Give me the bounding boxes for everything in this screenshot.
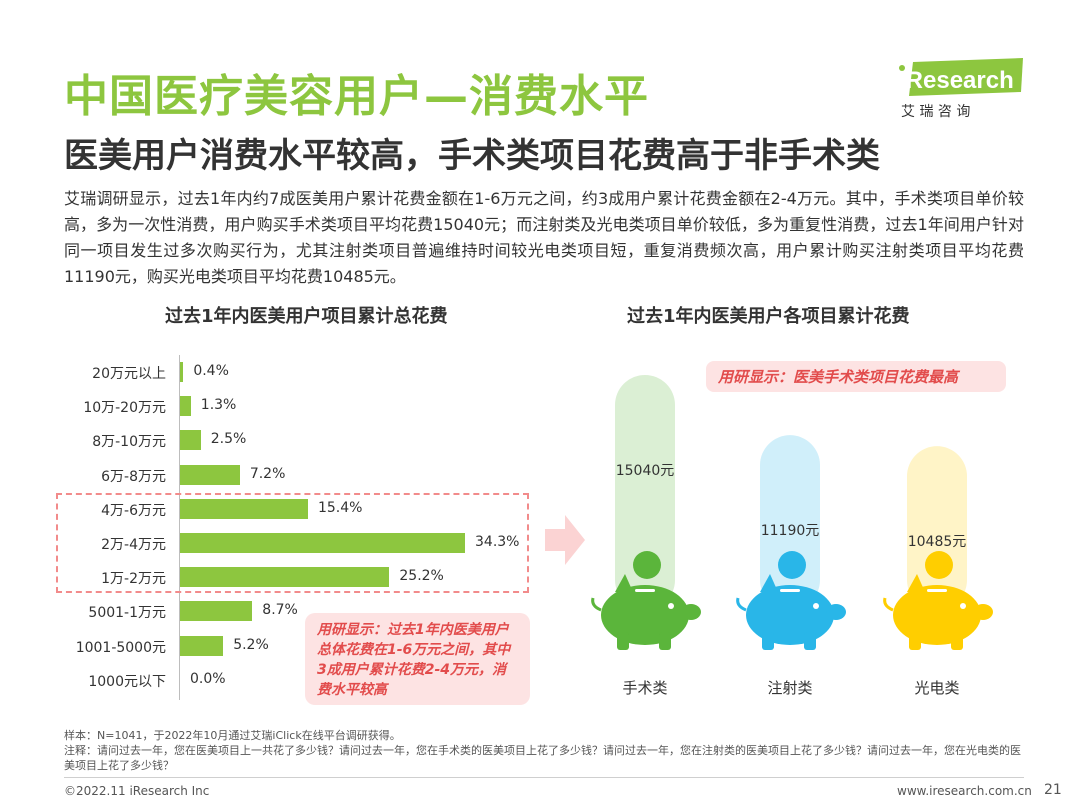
value-label: 1.3% xyxy=(200,397,237,414)
page-subtitle: 医美用户消费水平较高，手术类项目花费高于非手术类 xyxy=(64,136,880,176)
bar xyxy=(180,498,308,519)
category-label: 6万-8万元 xyxy=(101,468,166,485)
left-chart-annotation: 用研显示：过去1年内医美用户总体花费在1-6万元之间，其中3成用户累计花费2-4… xyxy=(305,613,530,705)
value-label: 0.0% xyxy=(190,670,226,687)
value-label: 2.5% xyxy=(210,431,247,448)
footnote: 样本：N=1041，于2022年10月通过艾瑞iClick在线平台调研获得。 注… xyxy=(64,728,1024,773)
piggy-bank-icon xyxy=(591,574,701,650)
category-label: 注射类 xyxy=(767,679,812,697)
bar xyxy=(180,396,191,417)
category-label: 5001-1万元 xyxy=(88,605,166,622)
category-label: 4万-6万元 xyxy=(101,502,166,519)
value-label: 0.4% xyxy=(193,363,229,379)
category-label: 20万元以上 xyxy=(92,366,166,382)
category-label: 1万-2万元 xyxy=(101,571,166,588)
y-axis-line xyxy=(179,355,180,700)
coin-icon xyxy=(925,551,953,579)
category-label: 2万-4万元 xyxy=(101,537,166,553)
value-label: 10485元 xyxy=(908,534,967,550)
piggy-bank-icon xyxy=(736,574,846,650)
bar xyxy=(180,464,240,485)
right-chart-title: 过去1年内医美用户各项目累计花费 xyxy=(627,306,910,327)
copyright: ©2022.11 iResearch Inc xyxy=(64,784,210,798)
value-column xyxy=(615,375,675,610)
bar xyxy=(180,567,390,588)
logo-text: iResearch xyxy=(899,67,1014,94)
bar xyxy=(180,430,201,451)
value-label: 7.2% xyxy=(249,465,286,482)
category-label: 10万-20万元 xyxy=(83,400,166,417)
left-chart-title: 过去1年内医美用户项目累计总花费 xyxy=(165,306,448,327)
iresearch-logo: iResearch 艾 瑞 咨 询 xyxy=(899,58,1023,120)
value-label: 15.4% xyxy=(317,499,363,516)
bar xyxy=(180,362,184,382)
page-number: 21 xyxy=(1044,782,1062,798)
category-label: 光电类 xyxy=(914,679,959,697)
coin-icon xyxy=(778,551,806,579)
category-label: 1001-5000元 xyxy=(75,639,166,656)
footnote-note: 注释：请问过去一年，您在医美项目上一共花了多少钱？请问过去一年，您在手术类的医美… xyxy=(64,744,1021,772)
value-label: 8.7% xyxy=(262,602,298,619)
category-label: 1000元以下 xyxy=(88,673,166,690)
highlight-box xyxy=(56,493,529,593)
category-label: 8万-10万元 xyxy=(92,434,166,451)
bar xyxy=(180,601,253,622)
summary-text: 艾瑞调研显示，过去1年内约7成医美用户累计花费金额在1-6万元之间，约3成用户累… xyxy=(64,189,1024,286)
category-label: 手术类 xyxy=(622,679,667,697)
value-label: 15040元 xyxy=(616,463,675,479)
value-label: 25.2% xyxy=(399,568,444,585)
website: www.iresearch.com.cn xyxy=(897,784,1032,798)
logo-subtext: 艾 瑞 咨 询 xyxy=(901,104,970,120)
page-title: 中国医疗美容用户—消费水平 xyxy=(64,71,649,122)
piggy-bank-icon xyxy=(883,574,993,650)
value-label: 5.2% xyxy=(233,636,269,653)
arrow-right-icon xyxy=(545,515,585,565)
value-label: 34.3% xyxy=(475,534,520,550)
coin-icon xyxy=(633,551,661,579)
value-label: 11190元 xyxy=(761,523,820,539)
right-chart-annotation: 用研显示：医美手术类项目花费最高 xyxy=(706,361,1006,392)
footnote-sample: 样本：N=1041，于2022年10月通过艾瑞iClick在线平台调研获得。 xyxy=(64,729,401,742)
bar xyxy=(180,635,224,656)
bar xyxy=(180,533,465,553)
footer-divider xyxy=(64,777,1024,778)
